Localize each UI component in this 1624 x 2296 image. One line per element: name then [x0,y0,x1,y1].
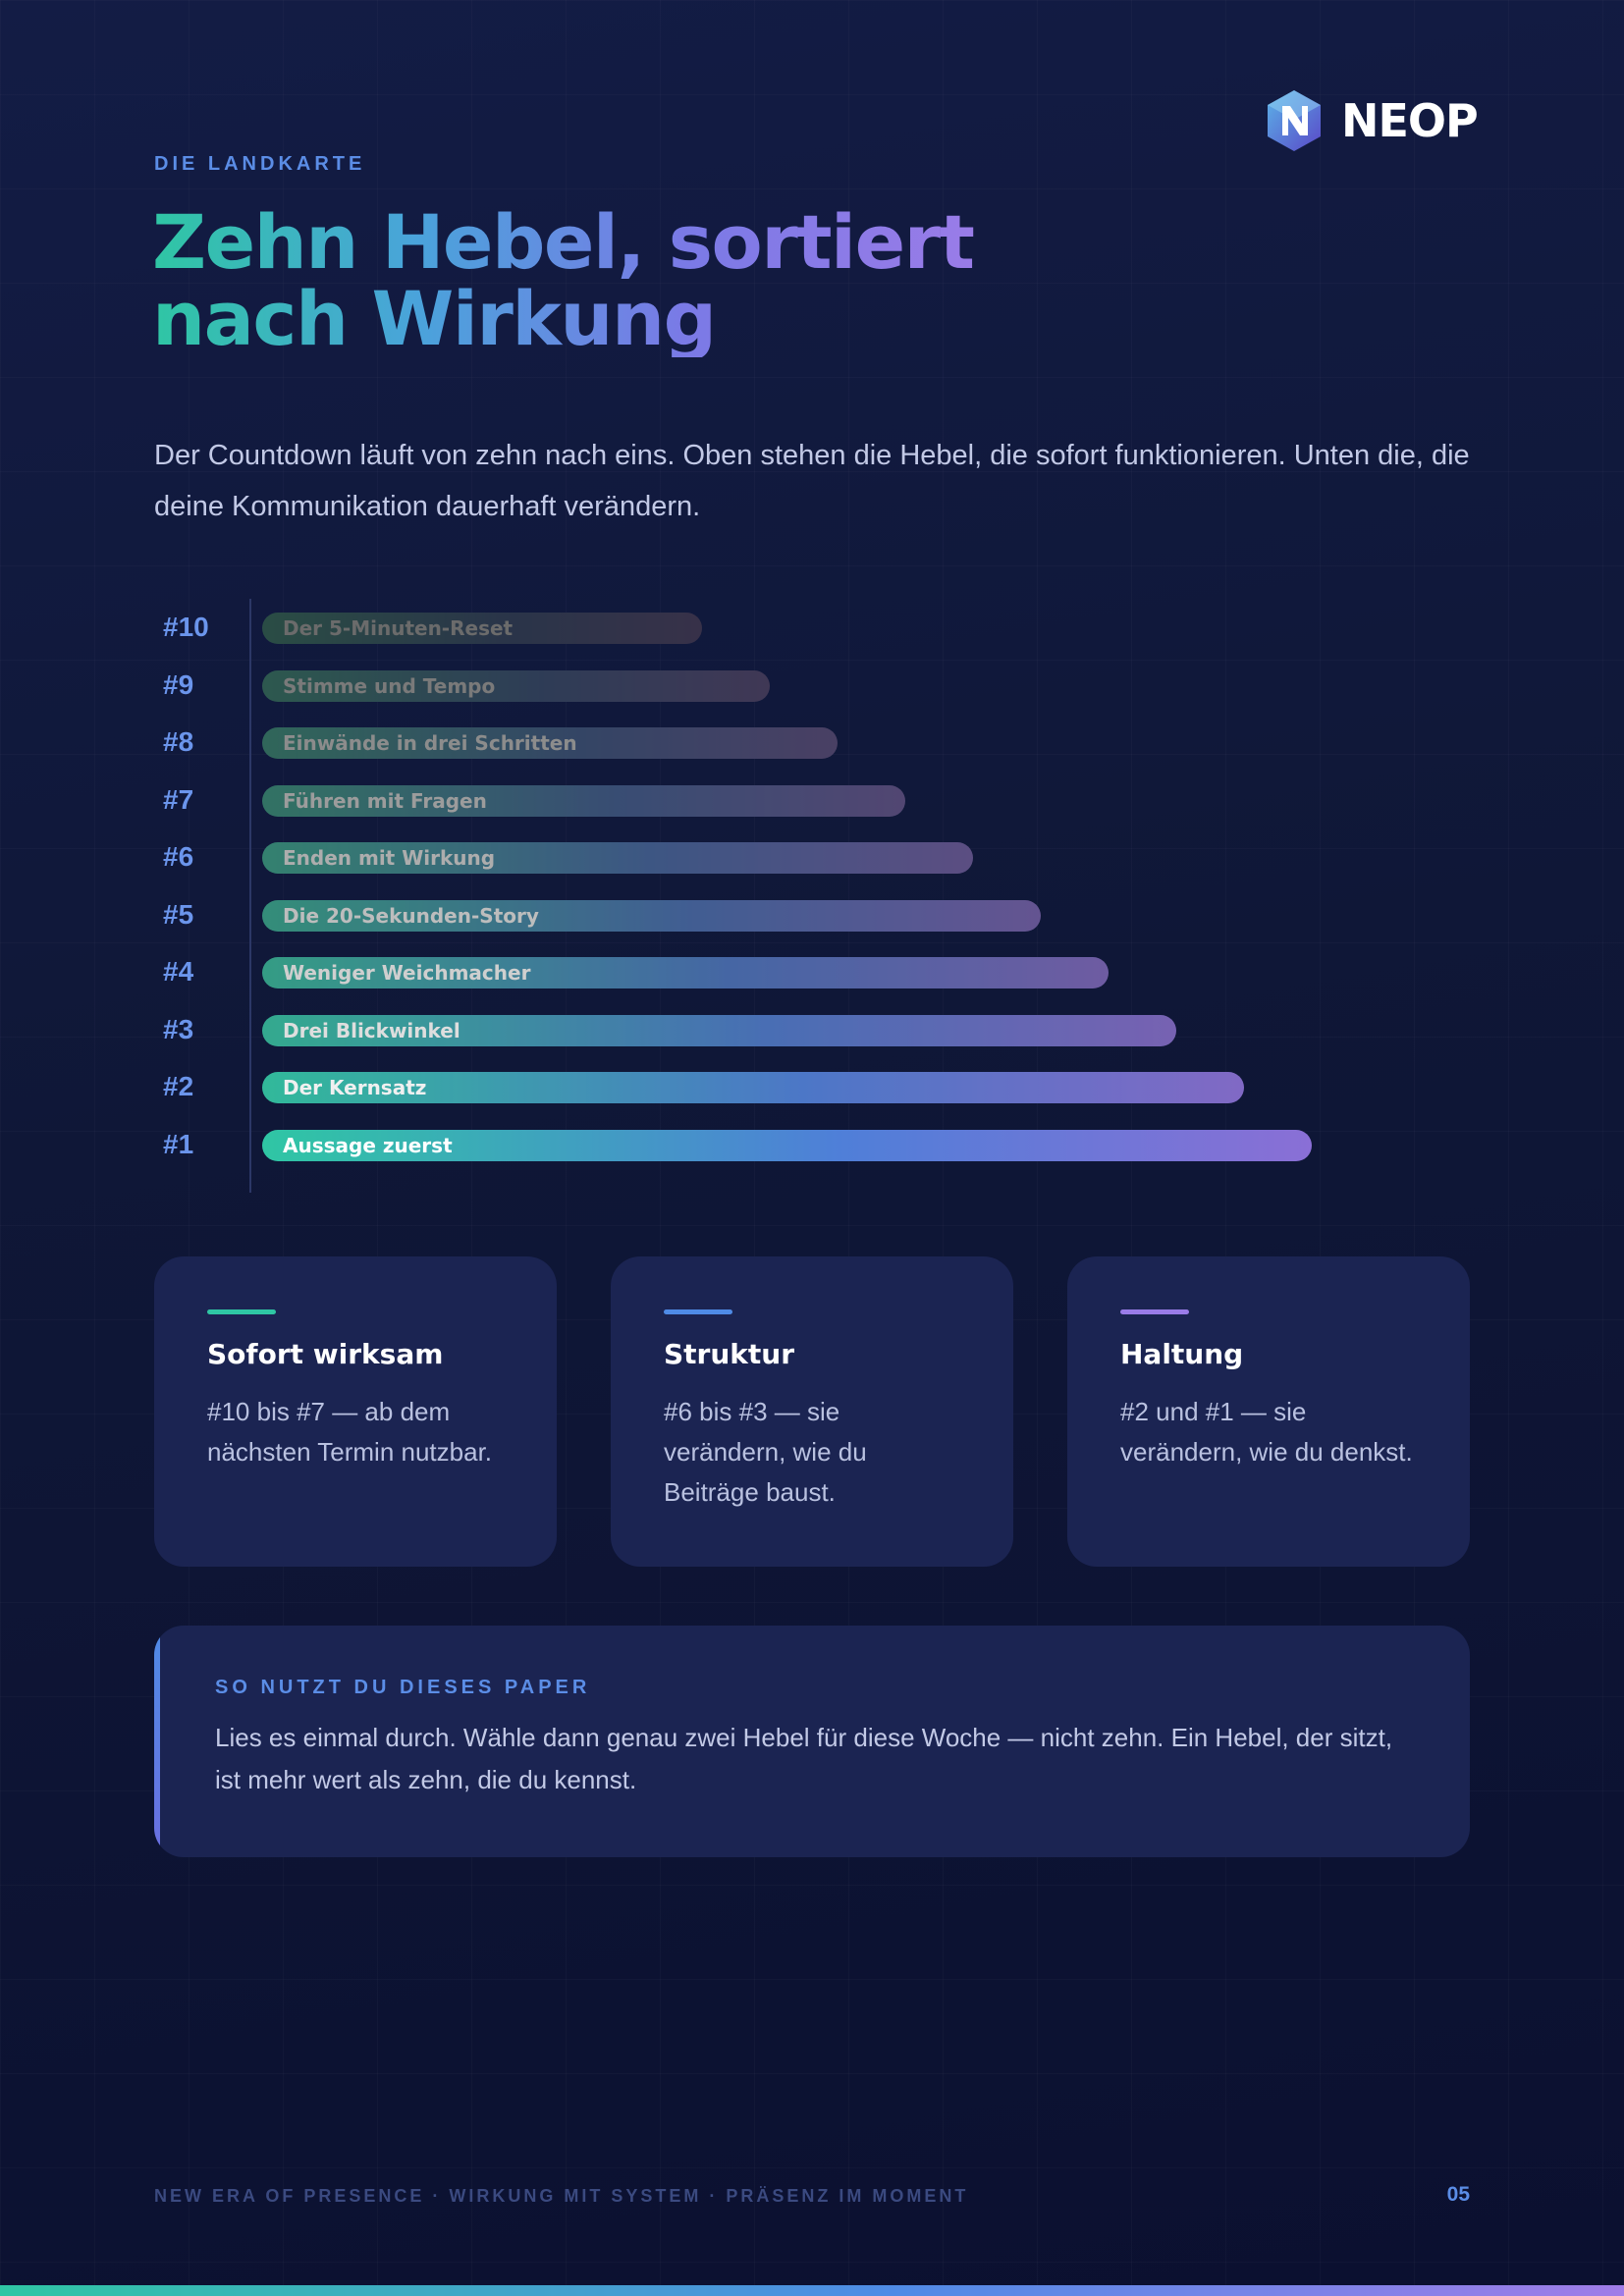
section-eyebrow: DIE LANDKARTE [154,153,366,175]
card-title: Haltung [1120,1338,1244,1370]
lever-bar: Der 5-Minuten-Reset [262,613,702,644]
lever-bar-label: Weniger Weichmacher [283,961,531,985]
neop-logo-icon [1268,90,1321,151]
rank-label: #9 [163,668,194,700]
card-struktur: Struktur #6 bis #3 — sie verändern, wie … [611,1256,1013,1567]
rank-label: #2 [163,1071,194,1101]
footer-tagline: NEW ERA OF PRESENCE · WIRKUNG MIT SYSTEM… [154,2186,969,2206]
card-title: Sofort wirksam [207,1338,444,1370]
lever-bar-label: Der Kernsatz [283,1076,427,1099]
lever-bar: Führen mit Fragen [262,784,905,817]
card-text: #10 bis #7 — ab dem nächsten Termin nutz… [207,1397,493,1467]
lever-bar: Der Kernsatz [262,1072,1244,1103]
lever-bar-label: Drei Blickwinkel [283,1018,460,1042]
card-text: #6 bis #3 — sie verändern, wie du Beiträ… [664,1397,867,1507]
lever-bar-label: Einwände in drei Schritten [283,731,577,755]
page-title: Zehn Hebel, sortiert nach Wirkung [152,204,1036,357]
brand-logo: NEOP [1265,88,1479,153]
lever-bar-label: Aussage zuerst [283,1133,453,1157]
lever-bar: Weniger Weichmacher [262,957,1109,988]
lever-bar: Stimme und Tempo [262,669,770,702]
lever-bar-label: Führen mit Fragen [283,788,487,813]
rank-label: #4 [163,956,194,987]
rank-label: #8 [163,726,194,757]
rank-label: #6 [163,841,194,872]
lever-bar: Die 20-Sekunden-Story [262,899,1041,932]
rank-label: #5 [163,898,194,930]
lever-bar: Einwände in drei Schritten [262,727,838,759]
note-label: SO NUTZT DU DIESES PAPER [215,1677,591,1698]
lever-bar-label: Stimme und Tempo [283,673,496,698]
card-accent-line [207,1309,276,1314]
rank-label: #3 [163,1013,194,1044]
lever-bar-label: Die 20-Sekunden-Story [283,903,539,928]
card-sofort-wirksam: Sofort wirksam #10 bis #7 — ab dem nächs… [154,1256,557,1567]
card-title: Struktur [664,1338,795,1370]
card-accent-line [1120,1309,1189,1314]
usage-note: SO NUTZT DU DIESES PAPER Lies es einmal … [154,1626,1470,1857]
card-accent-line [664,1309,732,1314]
lever-bar: Drei Blickwinkel [262,1014,1176,1046]
lever-ranking-chart: #10 Der 5-Minuten-Reset #9 Stimme und Tempo… [147,599,1326,1193]
lever-bar-label: Der 5-Minuten-Reset [283,616,514,640]
card-text: #2 und #1 — sie verändern, wie du denkst… [1120,1397,1413,1467]
rank-label: #7 [163,783,194,815]
note-accent-bar [154,1626,160,1857]
page-number: 05 [1446,2183,1470,2206]
chart-axis-line [249,599,251,1193]
lever-bar: Aussage zuerst [262,1129,1312,1161]
lever-bar-label: Enden mit Wirkung [283,846,496,870]
page-title-line-1: Zehn Hebel, sortiert [152,198,974,286]
bottom-gradient-strip [0,2285,1624,2296]
card-haltung: Haltung #2 und #1 — sie verändern, wie d… [1067,1256,1470,1567]
intro-text: Der Countdown läuft von zehn nach eins. … [154,440,1470,522]
note-text: Lies es einmal durch. Wähle dann genau z… [215,1723,1393,1794]
lever-bar: Enden mit Wirkung [262,842,973,874]
page-title-line-2: nach Wirkung [152,275,716,362]
rank-label: #10 [163,612,209,642]
brand-name: NEOP [1341,94,1479,147]
rank-label: #1 [163,1128,194,1159]
